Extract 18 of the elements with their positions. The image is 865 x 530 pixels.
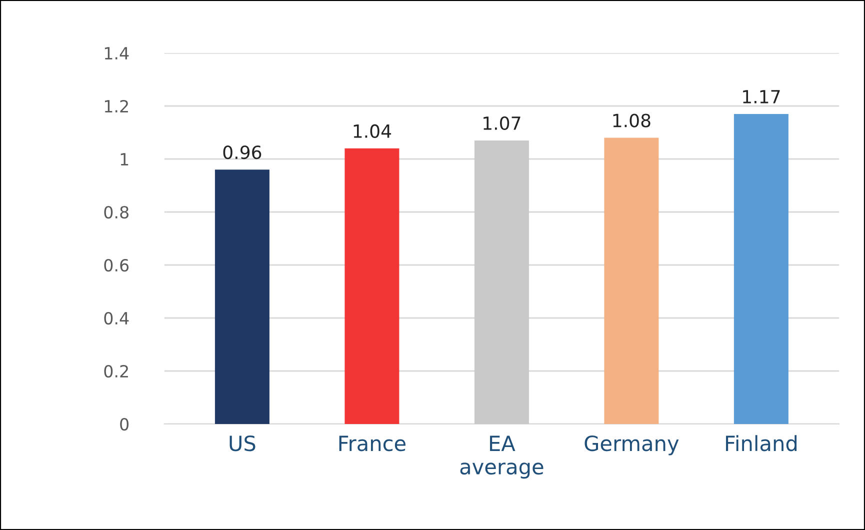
x-tick-label: France: [339, 436, 406, 452]
y-tick-label: 0: [120, 418, 129, 431]
data-label: 1.17: [743, 90, 780, 104]
y-tick-label: 0.2: [104, 364, 128, 378]
y-tick-label: 0.8: [104, 206, 128, 219]
x-tick-label: Germany: [584, 435, 679, 456]
y-tick-label: 1.2: [104, 100, 128, 112]
data-label: 1.08: [613, 114, 650, 128]
y-tick-label: 0.4: [104, 312, 129, 325]
y-tick-label: 1: [120, 153, 128, 166]
data-label: 0.96: [223, 146, 262, 160]
data-label: 1.04: [354, 124, 392, 138]
x-tick-label: US: [230, 435, 256, 452]
x-tick-label: Finland: [726, 435, 797, 452]
data-label: 1.07: [484, 116, 520, 130]
y-tick-label: 1.4: [104, 47, 129, 60]
x-tick-label: EA average: [460, 436, 544, 479]
y-tick-label: 0.6: [104, 258, 129, 272]
